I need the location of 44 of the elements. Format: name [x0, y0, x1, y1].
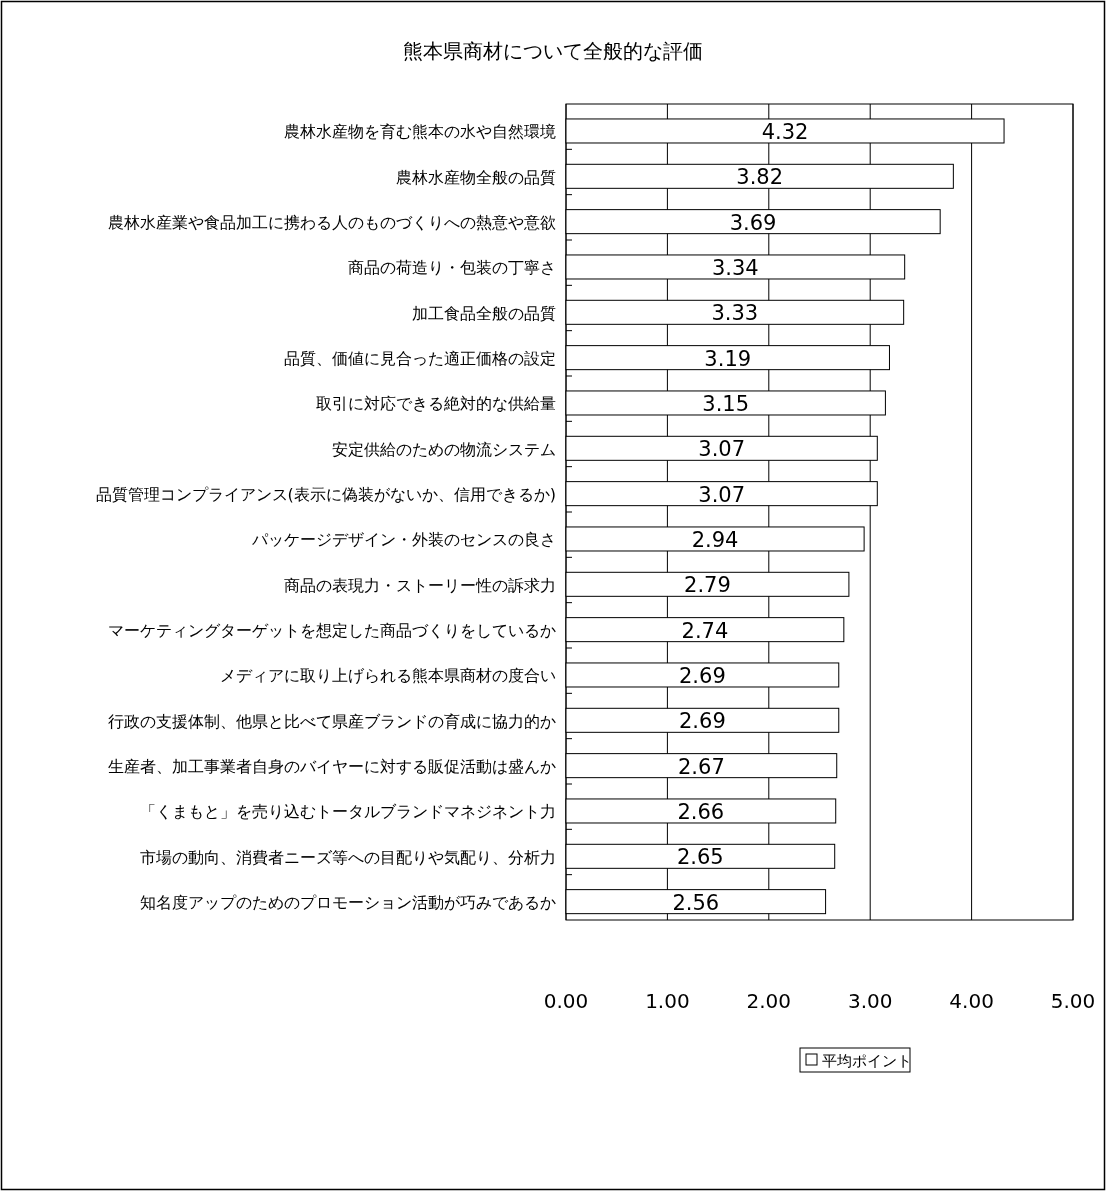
- y-tick-label: 取引に対応できる絶対的な供給量: [316, 394, 556, 414]
- data-label: 3.19: [704, 346, 752, 371]
- data-label: 2.69: [679, 663, 726, 688]
- legend-label: 平均ポイント: [822, 1052, 912, 1070]
- data-label: 4.32: [761, 119, 809, 144]
- x-tick-label: 1.00: [645, 989, 690, 1013]
- y-tick-label: 商品の荷造り・包装の丁寧さ: [348, 258, 556, 278]
- data-label: 2.67: [677, 754, 725, 779]
- y-tick-label: 農林水産業や食品加工に携わる人のものづくりへの熱意や意欲: [108, 212, 556, 232]
- y-tick-label: 商品の表現力・ストーリー性の訴求力: [284, 575, 556, 595]
- x-tick-label: 5.00: [1050, 989, 1096, 1013]
- y-tick-label: パッケージデザイン・外装のセンスの良さ: [251, 530, 556, 550]
- data-label: 2.66: [677, 799, 725, 824]
- data-label: 3.15: [702, 391, 750, 416]
- data-label: 3.69: [729, 210, 777, 235]
- y-tick-label: 行政の支援体制、他県と比べて県産ブランドの育成に協力的か: [108, 711, 556, 731]
- x-tick-label: 3.00: [847, 989, 893, 1013]
- y-tick-label: メディアに取り上げられる熊本県商材の度合い: [220, 666, 556, 686]
- data-label: 2.94: [691, 527, 739, 552]
- data-label: 3.07: [698, 437, 746, 462]
- data-label: 2.56: [672, 890, 720, 915]
- data-label: 2.65: [676, 845, 724, 870]
- y-tick-label: 生産者、加工事業者自身のバイヤーに対する販促活動は盛んか: [108, 756, 556, 776]
- chart-title: 熊本県商材について全般的な評価: [403, 39, 703, 63]
- data-label: 2.69: [679, 709, 726, 734]
- data-label: 2.74: [681, 618, 729, 643]
- x-tick-label: 2.00: [746, 989, 792, 1013]
- y-tick-label: 農林水産物を育む熊本の水や自然環境: [284, 122, 556, 142]
- x-tick-label: 0.00: [543, 989, 589, 1013]
- y-tick-label: 農林水産物全般の品質: [396, 167, 556, 187]
- data-label: 2.79: [684, 573, 731, 598]
- y-tick-label: 品質管理コンプライアンス(表示に偽装がないか、信用できるか): [95, 484, 556, 504]
- data-label: 3.34: [711, 255, 759, 280]
- y-tick-label: 知名度アップのためのプロモーション活動が巧みであるか: [140, 892, 556, 912]
- y-tick-label: 「くまもと」を売り込むトータルブランドマネジネント力: [140, 802, 556, 822]
- x-tick-label: 4.00: [949, 989, 994, 1013]
- data-label: 3.33: [711, 301, 759, 326]
- y-tick-label: 品質、価値に見合った適正価格の設定: [284, 348, 556, 368]
- data-label: 3.07: [698, 482, 746, 507]
- y-tick-label: 安定供給のための物流システム: [332, 439, 556, 459]
- data-label: 3.82: [736, 165, 784, 190]
- y-tick-label: 市場の動向、消費者ニーズ等への目配りや気配り、分析力: [140, 847, 556, 867]
- y-tick-label: マーケティングターゲットを想定した商品づくりをしているか: [108, 620, 556, 640]
- y-tick-label: 加工食品全般の品質: [412, 303, 556, 323]
